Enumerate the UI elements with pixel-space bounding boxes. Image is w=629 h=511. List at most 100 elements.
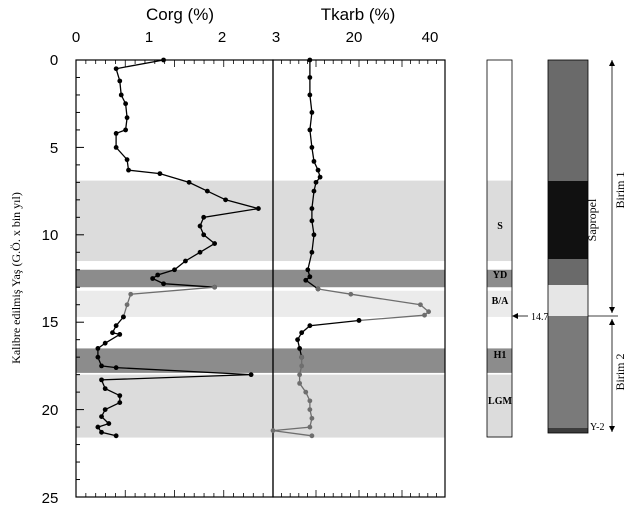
y-axis-title: Kalibre edilmiş Yaş (G.Ö. x bin yıl) <box>9 192 23 364</box>
band-yd <box>76 269 445 288</box>
panel1-data-point <box>212 284 218 290</box>
panel1-data-point <box>102 340 108 346</box>
panel1-data-point <box>201 214 207 220</box>
panel1-data-point <box>113 145 119 150</box>
lithology-upper <box>548 60 588 181</box>
strip-band-lgm <box>487 374 512 438</box>
panel1-data-point <box>256 206 261 211</box>
unit2-label: Birim 2 <box>613 353 627 390</box>
panel1-data-point <box>99 414 104 419</box>
panel1-data-point <box>248 372 254 378</box>
panel2-data-point <box>309 218 315 224</box>
panel2-data-point <box>307 127 313 133</box>
band-label-lgm: LGM <box>488 396 512 407</box>
panel2-data-point <box>307 57 313 63</box>
panel1-data-point <box>110 330 115 336</box>
panel2-data-point <box>311 158 317 164</box>
panel2-data-point <box>348 291 354 297</box>
event-strip-frame <box>486 59 513 438</box>
panel2-data-point <box>315 286 321 292</box>
panel1-data-point <box>223 197 228 203</box>
panel2-data-point <box>295 337 300 343</box>
panel2-data-point <box>303 389 309 395</box>
panel1-data-point <box>150 276 156 281</box>
panel2-data-point <box>305 267 311 273</box>
strip-band-s <box>487 180 512 262</box>
tkarb-axis-title: Tkarb (%) <box>321 5 396 24</box>
panel1-data-point <box>117 332 123 337</box>
panel2-series-line <box>317 288 430 322</box>
panel1-data-point <box>155 272 161 278</box>
y-tick-label: 5 <box>50 140 58 157</box>
panel1-data-point <box>124 115 130 121</box>
panel2-data-point <box>313 179 319 185</box>
unit1-label: Birim 1 <box>613 171 627 208</box>
event-strip <box>487 180 512 438</box>
boundary-label: 14.7 <box>531 312 549 323</box>
panel2-data-point <box>307 92 313 98</box>
corg-tick-label: 2 <box>218 29 226 46</box>
panel1-data-point <box>212 241 218 246</box>
axis-ticks <box>75 59 446 498</box>
panel1-data-point <box>113 365 119 371</box>
panel2-data-point <box>426 309 432 315</box>
corg-tick-label: 1 <box>145 29 153 46</box>
y-tick-label: 20 <box>42 402 59 419</box>
panel1-data-point <box>172 267 177 273</box>
panel1-data-point <box>126 167 131 173</box>
panel2-data-point <box>307 407 313 412</box>
band-label-s: S <box>497 221 503 232</box>
panel1-data-point <box>124 302 130 308</box>
panel1-data-point <box>204 188 210 194</box>
lithology-tephra <box>548 428 588 433</box>
lithology-lower <box>548 316 588 428</box>
lithology-frame <box>547 59 589 434</box>
strip-band-b-a <box>487 290 512 317</box>
band-h1 <box>76 348 445 373</box>
panel1-data-point <box>95 346 101 351</box>
panel1-data-point <box>106 421 112 426</box>
panel2-data-point <box>422 312 427 318</box>
panel2-data-point <box>309 110 315 115</box>
panel1-data-point <box>99 363 104 369</box>
panel2-data-point <box>297 372 303 378</box>
band-s <box>76 180 445 262</box>
panel2-data-point <box>297 346 303 351</box>
lithology-post-sapropel <box>548 259 588 285</box>
panel1-data-point <box>186 179 192 185</box>
panel2-data-point <box>307 323 313 329</box>
boundary-arrow-head <box>512 313 518 319</box>
panel1-data-point <box>113 66 119 72</box>
panel2-data-point <box>299 354 305 360</box>
panel2-data-point <box>299 330 305 336</box>
panel2-data-point <box>317 174 323 180</box>
panel1-data-point <box>123 127 129 133</box>
panel2-data-point <box>309 206 315 211</box>
unit1-arrow-bottom <box>609 307 615 313</box>
tephra-label: Y-2 <box>590 422 604 433</box>
panel2-data-point <box>307 75 313 80</box>
panel1-data-point <box>99 377 104 383</box>
tkarb-tick-label: 40 <box>422 29 439 46</box>
event-bands <box>76 180 445 438</box>
band-label-ba: B/A <box>492 296 509 307</box>
panel1-data-point <box>99 429 104 435</box>
panel1-data-point <box>113 131 119 136</box>
panel1-data-point <box>123 101 129 107</box>
band-lgm <box>76 374 445 438</box>
panel1-data-point <box>161 281 166 287</box>
panel1-data-point <box>197 223 203 229</box>
panel1-data-point <box>95 354 101 360</box>
panel2-data-point <box>270 428 276 433</box>
panel2-data-point <box>315 167 321 173</box>
panel2-data-point <box>356 318 362 323</box>
panel2-data-point <box>299 363 305 369</box>
y-tick-label: 10 <box>42 227 59 244</box>
panel1-data-point <box>157 171 163 177</box>
unit1-arrow-top <box>609 60 615 66</box>
tkarb-tick-label: 20 <box>346 29 363 46</box>
panel1-data-point <box>121 314 126 320</box>
panel2-data-point <box>303 277 309 283</box>
panel1-data-point <box>117 400 123 406</box>
panel1-data-point <box>117 78 123 84</box>
